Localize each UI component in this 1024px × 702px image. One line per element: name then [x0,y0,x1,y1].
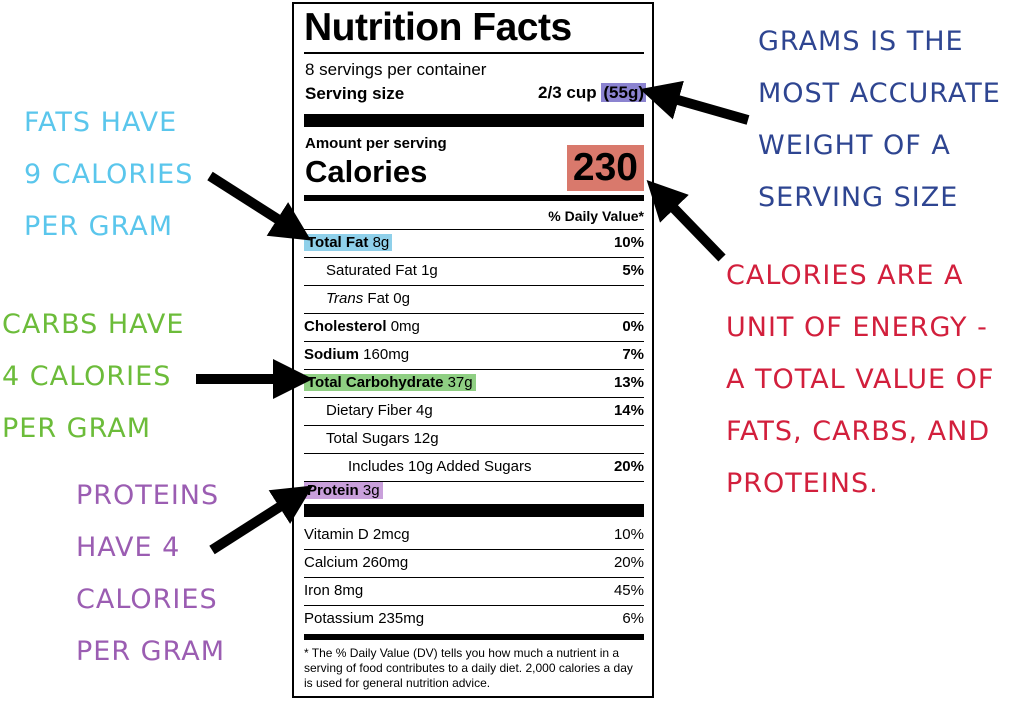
thick-divider [304,504,644,517]
total-fat-highlight: Total Fat 8g [304,234,393,251]
arrow-to-calories [646,180,726,262]
total-fat-dv: 10% [613,234,644,251]
vitamin-row-potassium: Potassium 235mg 6% [304,610,644,627]
medium-divider [304,634,644,640]
row-divider [304,425,644,426]
vitamin-row-iron: Iron 8mg 45% [304,582,644,599]
row-divider [304,229,644,230]
nutrient-row-sodium: Sodium 160mg 7% [304,342,644,368]
nutrient-row-cholesterol: Cholesterol 0mg 0% [304,314,644,340]
label-title: Nutrition Facts [304,6,572,49]
added-sugars-dv: 20% [613,458,644,475]
calories-label: Calories [305,154,428,189]
sodium-dv: 7% [622,346,644,363]
row-divider [304,369,644,370]
nutrition-facts-label: Nutrition Facts 8 servings per container… [292,2,654,698]
nutrient-row-saturated-fat: Saturated Fat 1g 5% [304,258,644,284]
row-divider [304,453,644,454]
divider [304,52,644,54]
annotation-proteins: PROTEINS HAVE 4 CALORIES PER GRAM [76,480,226,667]
nutrient-row-total-sugars: Total Sugars 12g [326,430,439,447]
annotation-grams: GRAMS IS THE MOST ACCURATE WEIGHT OF A S… [758,26,1001,213]
vitamin-row-vitamin-d: Vitamin D 2mcg 10% [304,526,644,543]
arrow-to-total-fat [207,171,312,241]
row-divider [304,257,644,258]
row-divider [304,313,644,314]
protein-highlight: Protein 3g [304,482,383,499]
vitamin-row-calcium: Calcium 260mg 20% [304,554,644,571]
annotation-carbs: CARBS HAVE 4 CALORIES PER GRAM [2,309,185,444]
calories-value: 230 [566,145,644,191]
row-divider [304,285,644,286]
total-carbohydrate-dv: 13% [613,374,644,391]
nutrient-row-trans-fat: Trans Fat 0g [326,290,410,307]
arrow-to-protein [209,485,314,555]
nutrient-row-protein: Protein 3g [304,478,644,504]
nutrient-row-added-sugars: Includes 10g Added Sugars 20% [304,454,644,480]
nutrient-row-total-carbohydrate: Total Carbohydrate 37g 13% [304,370,644,396]
row-divider [304,481,644,482]
row-divider [304,397,644,398]
amount-per-serving: Amount per serving [305,135,447,152]
arrow-to-grams [639,80,750,125]
nutrient-row-total-fat: Total Fat 8g 10% [304,230,644,256]
row-divider [304,605,644,606]
cholesterol-dv: 0% [622,318,644,335]
daily-value-header: % Daily Value* [548,208,644,224]
row-divider [304,577,644,578]
row-divider [304,341,644,342]
nutrient-row-dietary-fiber: Dietary Fiber 4g 14% [304,398,644,424]
serving-size-grams: (55g) [601,83,646,102]
medium-divider [304,195,644,201]
serving-size-cups: 2/3 cup [538,83,597,102]
saturated-fat-dv: 5% [622,262,644,279]
total-carbohydrate-highlight: Total Carbohydrate 37g [304,374,476,391]
thick-divider [304,114,644,127]
serving-size-label: Serving size [305,84,405,103]
footnote: * The % Daily Value (DV) tells you how m… [304,646,633,690]
serving-size-value: 2/3 cup (55g) [538,83,646,103]
servings-per-container: 8 servings per container [305,60,487,79]
annotation-fats: FATS HAVE 9 CALORIES PER GRAM [24,107,194,242]
dietary-fiber-dv: 14% [613,402,644,419]
annotation-calories: CALORIES ARE A UNIT OF ENERGY - A TOTAL … [726,260,995,499]
row-divider [304,549,644,550]
